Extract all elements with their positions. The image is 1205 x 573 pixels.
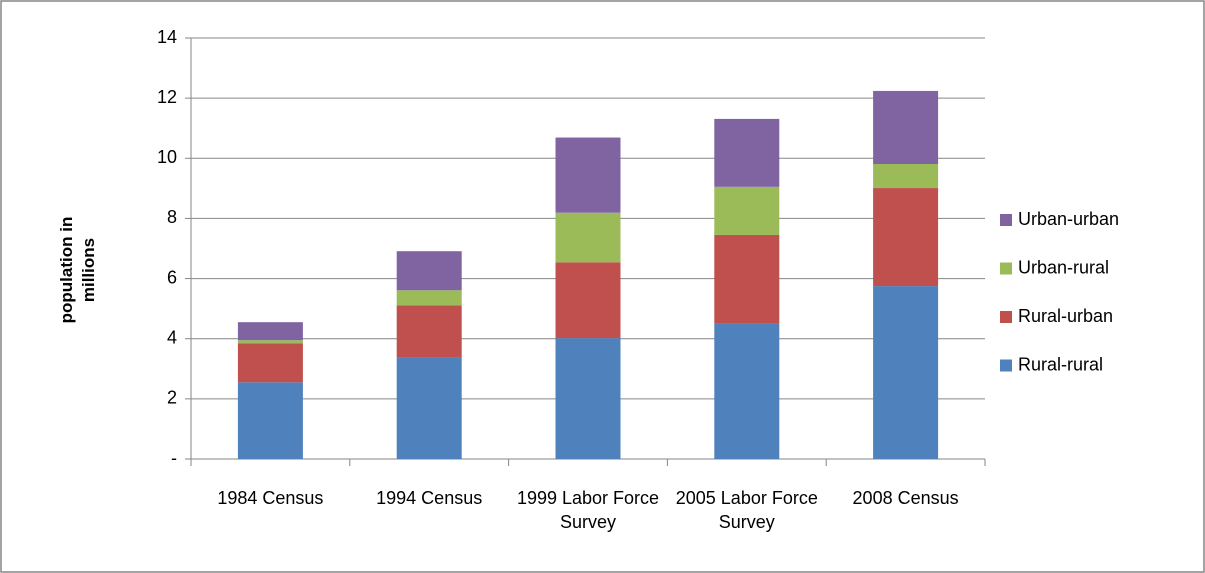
y-tick-label: 8 bbox=[167, 207, 177, 227]
bar-segment bbox=[396, 251, 462, 291]
x-tick-label: 2008 Census bbox=[852, 488, 959, 508]
legend-swatch bbox=[1000, 214, 1012, 226]
bar-segment bbox=[396, 357, 462, 459]
x-tick-label: 1994 Census bbox=[376, 488, 483, 508]
bar-segment bbox=[555, 137, 621, 213]
y-tick-label: 2 bbox=[167, 388, 177, 408]
legend-swatch bbox=[1000, 311, 1012, 323]
legend-label: Urban-urban bbox=[1018, 209, 1119, 229]
legend-label: Rural-rural bbox=[1018, 354, 1103, 374]
bar-segment bbox=[873, 286, 939, 459]
y-tick-label: 4 bbox=[167, 327, 177, 347]
bar-segment bbox=[873, 188, 939, 287]
y-tick-label: - bbox=[171, 448, 177, 468]
y-tick-label: 12 bbox=[157, 87, 177, 107]
bar-segment bbox=[396, 290, 462, 306]
x-tick-label: 2005 Labor Force Survey bbox=[675, 488, 818, 532]
x-tick-label: 1999 Labor Force Survey bbox=[516, 488, 660, 532]
bar-segment bbox=[873, 90, 939, 164]
bar-segment bbox=[714, 323, 780, 459]
bar-segment bbox=[237, 322, 303, 341]
legend-swatch bbox=[1000, 262, 1012, 275]
bar-segment bbox=[873, 163, 939, 189]
bar-segment bbox=[714, 186, 780, 235]
bar-segment bbox=[396, 305, 462, 358]
y-tick-label: 6 bbox=[167, 267, 177, 287]
legend-label: Urban-rural bbox=[1018, 257, 1109, 277]
bar-segment bbox=[555, 212, 621, 263]
legend-swatch bbox=[1000, 359, 1012, 372]
y-axis-title: population in millions bbox=[57, 216, 98, 324]
x-tick-label: 1984 Census bbox=[217, 488, 324, 508]
bar-segment bbox=[555, 338, 621, 459]
bar-segment bbox=[237, 382, 303, 459]
bar-segment bbox=[714, 118, 780, 187]
y-tick-label: 10 bbox=[157, 147, 177, 167]
y-tick-label: 14 bbox=[157, 27, 177, 47]
bar-segment bbox=[237, 343, 303, 383]
bar-segment bbox=[555, 262, 621, 339]
bar-segment bbox=[237, 340, 303, 344]
bar-segment bbox=[714, 234, 780, 324]
legend-label: Rural-urban bbox=[1018, 306, 1113, 326]
